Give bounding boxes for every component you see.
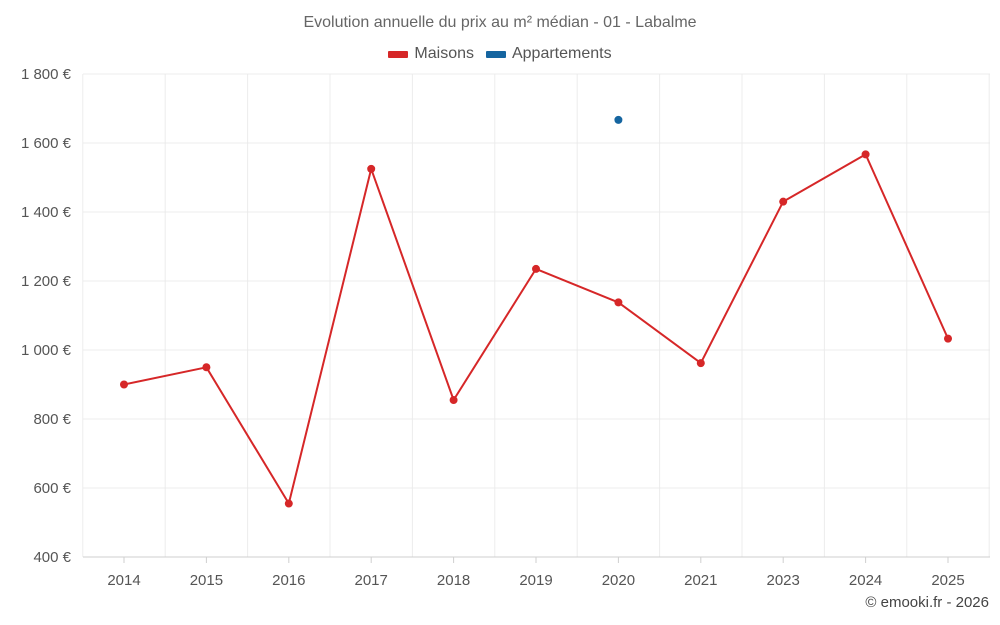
- x-tick-label: 2018: [437, 572, 470, 589]
- y-tick-label: 800 €: [33, 411, 71, 428]
- legend-label-maisons: Maisons: [414, 45, 474, 62]
- data-point-appartements: [614, 115, 623, 124]
- data-point-maisons: [614, 298, 623, 307]
- x-tick-label: 2025: [931, 572, 964, 589]
- y-tick-label: 1 800 €: [21, 66, 72, 83]
- x-tick-label: 2015: [190, 572, 223, 589]
- y-tick-label: 1 600 €: [21, 135, 72, 152]
- y-tick-label: 600 €: [33, 480, 71, 497]
- legend-label-appartements: Appartements: [511, 45, 612, 62]
- data-point-maisons: [367, 164, 376, 173]
- legend-swatch-appartements: [485, 50, 506, 58]
- footer-credit: © emooki.fr - 2026: [865, 594, 989, 611]
- legend-item-appartements[interactable]: Appartements: [485, 45, 612, 63]
- x-tick-label: 2024: [849, 572, 882, 589]
- data-point-maisons: [696, 359, 705, 368]
- data-point-maisons: [120, 380, 128, 389]
- chart-legend: Maisons Appartements: [0, 45, 1000, 63]
- data-point-maisons: [779, 197, 788, 206]
- y-tick-label: 400 €: [33, 549, 71, 566]
- y-tick-label: 1 400 €: [21, 204, 72, 221]
- x-tick-label: 2014: [107, 572, 140, 589]
- x-tick-label: 2023: [767, 572, 800, 589]
- x-tick-label: 2017: [355, 572, 388, 589]
- data-point-maisons: [861, 150, 870, 159]
- data-point-maisons: [532, 264, 540, 273]
- x-tick-label: 2016: [272, 572, 305, 589]
- x-tick-label: 2019: [519, 572, 552, 589]
- legend-swatch-maisons: [388, 50, 409, 58]
- data-point-maisons: [284, 499, 293, 508]
- data-point-maisons: [202, 363, 211, 372]
- chart-title: Evolution annuelle du prix au m² médian …: [303, 14, 697, 31]
- y-tick-label: 1 200 €: [21, 273, 72, 290]
- data-point-maisons: [449, 396, 458, 405]
- y-tick-label: 1 000 €: [21, 342, 72, 359]
- data-point-maisons: [944, 334, 952, 343]
- legend-item-maisons[interactable]: Maisons: [388, 45, 474, 63]
- x-tick-label: 2021: [684, 572, 717, 589]
- x-tick-label: 2020: [602, 572, 635, 589]
